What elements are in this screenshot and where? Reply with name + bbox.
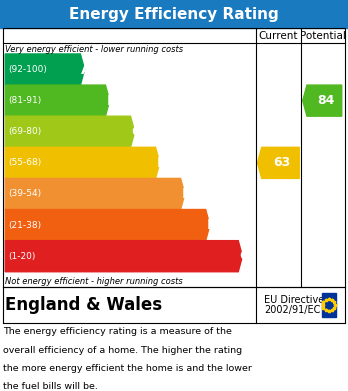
Bar — [3, 28, 345, 287]
Polygon shape — [5, 147, 160, 178]
Text: Current: Current — [259, 30, 298, 41]
Text: England & Wales: England & Wales — [5, 296, 163, 314]
Text: The energy efficiency rating is a measure of the: The energy efficiency rating is a measur… — [3, 327, 232, 336]
Text: C: C — [132, 125, 142, 139]
Text: EU Directive: EU Directive — [264, 295, 325, 305]
Polygon shape — [5, 240, 243, 272]
Text: (55-68): (55-68) — [9, 158, 42, 167]
Text: E: E — [182, 187, 191, 201]
Bar — [322, 293, 336, 317]
Text: (39-54): (39-54) — [9, 190, 42, 199]
Text: 63: 63 — [273, 156, 291, 169]
Text: the fuel bills will be.: the fuel bills will be. — [3, 382, 98, 391]
Polygon shape — [5, 85, 110, 116]
Text: D: D — [157, 156, 168, 170]
Text: overall efficiency of a home. The higher the rating: overall efficiency of a home. The higher… — [3, 346, 243, 355]
Bar — [0, 0, 348, 28]
Text: (81-91): (81-91) — [9, 96, 42, 105]
Text: Not energy efficient - higher running costs: Not energy efficient - higher running co… — [5, 277, 183, 286]
Polygon shape — [303, 85, 342, 116]
Text: (92-100): (92-100) — [9, 65, 48, 74]
Text: 2002/91/EC: 2002/91/EC — [264, 305, 321, 315]
Text: 84: 84 — [317, 94, 334, 107]
Text: F: F — [207, 218, 216, 232]
Text: the more energy efficient the home is and the lower: the more energy efficient the home is an… — [3, 364, 252, 373]
Text: Very energy efficient - lower running costs: Very energy efficient - lower running co… — [5, 45, 183, 54]
Polygon shape — [5, 54, 85, 85]
Text: (21-38): (21-38) — [9, 221, 42, 230]
Text: A: A — [81, 63, 92, 77]
Text: G: G — [239, 249, 251, 263]
Polygon shape — [5, 210, 210, 240]
Polygon shape — [5, 116, 135, 147]
Text: (1-20): (1-20) — [9, 252, 36, 261]
Text: (69-80): (69-80) — [9, 127, 42, 136]
Text: B: B — [106, 93, 117, 108]
Polygon shape — [5, 178, 185, 210]
Polygon shape — [258, 147, 299, 178]
Text: Energy Efficiency Rating: Energy Efficiency Rating — [69, 7, 279, 22]
Text: Potential: Potential — [300, 30, 346, 41]
